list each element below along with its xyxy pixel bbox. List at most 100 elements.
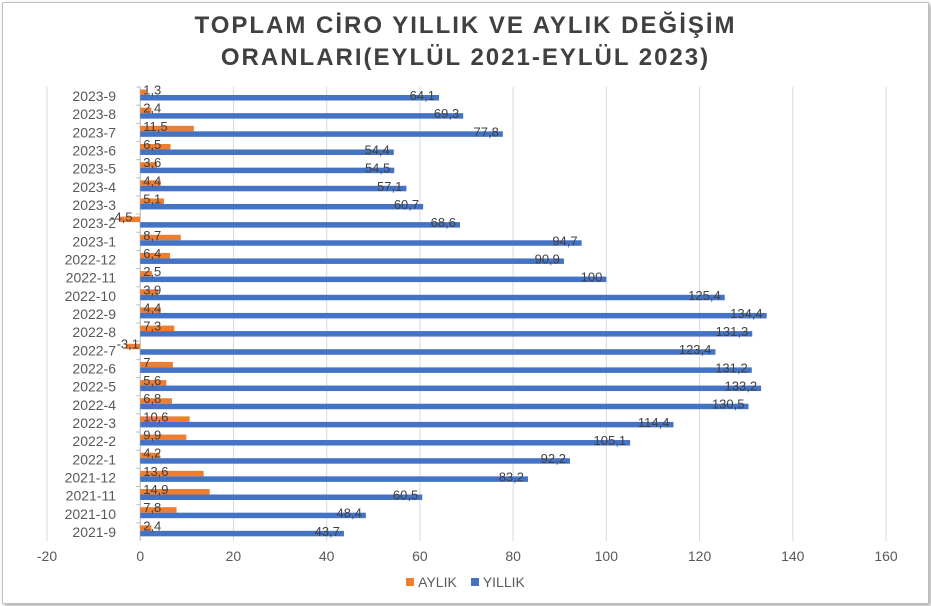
data-label-aylik: 2,4 xyxy=(143,518,161,533)
data-label-aylik: 3,9 xyxy=(143,282,161,297)
data-label-aylik: 6,8 xyxy=(143,391,161,406)
data-label-yillik: 114,4 xyxy=(638,415,670,430)
bar-yillik xyxy=(140,421,674,428)
bar-yillik xyxy=(140,222,460,228)
bar-aylik xyxy=(140,434,187,441)
data-label-aylik: 6,4 xyxy=(143,246,161,261)
data-label-aylik: 6,5 xyxy=(143,137,161,152)
axes: -20 0 20 40 60 80 100 120 140 160 2023-9 2023-8 2023… xyxy=(37,86,898,564)
data-label-yillik: 100 xyxy=(581,270,603,285)
bar-aylik xyxy=(140,416,190,422)
x-tick-label: 160 xyxy=(874,548,898,564)
bar-aylik xyxy=(140,325,175,332)
data-label-yillik: 48,4 xyxy=(337,506,362,521)
bar-aylik xyxy=(140,380,167,386)
bar-yillik xyxy=(140,367,752,373)
bar-yillik xyxy=(140,113,464,119)
y-tick-label: 2021-9 xyxy=(72,524,116,540)
data-label-aylik: 4,2 xyxy=(143,446,161,461)
data-label-yillik: 94,7 xyxy=(552,233,577,248)
x-tick-label: 120 xyxy=(688,548,712,564)
x-tick-label: 80 xyxy=(505,548,521,564)
data-label-yillik: 134,4 xyxy=(730,306,763,321)
y-tick-label: 2022-5 xyxy=(72,379,116,395)
bar-aylik xyxy=(140,252,171,259)
data-labels: 1,3 64,12,4 69,311,5 77,86,5 54,43,6 54,54,4 5… xyxy=(110,83,763,539)
y-tick-label: 2022-11 xyxy=(66,270,117,286)
bar-aylik xyxy=(140,198,164,204)
bar-aylik xyxy=(140,107,152,114)
data-label-aylik: 9,9 xyxy=(143,428,161,443)
x-tick-label: -20 xyxy=(37,548,57,564)
data-label-aylik: 7,8 xyxy=(143,500,161,515)
data-label-aylik: 7,3 xyxy=(143,319,161,334)
y-tick-label: 2023-3 xyxy=(72,197,116,213)
data-label-aylik: 3,6 xyxy=(143,155,161,170)
legend-item-yillik: YILLIK xyxy=(470,574,525,590)
legend-item-aylik: AYLIK xyxy=(406,574,457,590)
bar-yillik xyxy=(140,258,564,264)
bar-yillik xyxy=(140,494,423,501)
bar-aylik xyxy=(140,489,210,495)
y-tick-label: 2022-4 xyxy=(72,397,116,413)
data-label-yillik: 131,2 xyxy=(715,360,748,375)
y-tick-label: 2021-10 xyxy=(65,506,117,522)
data-label-aylik: 10,6 xyxy=(143,409,168,424)
legend-label-yillik: YILLIK xyxy=(482,574,525,590)
bar-aylik xyxy=(125,343,141,350)
bar-yillik xyxy=(140,131,503,137)
data-label-yillik: 60,5 xyxy=(393,488,418,503)
chart-title: TOPLAM CİRO YILLIK VE AYLIK DEĞİŞİM ORAN… xyxy=(0,10,931,74)
data-label-yillik: 54,5 xyxy=(365,161,390,176)
x-tick-label: 0 xyxy=(136,548,144,564)
bar-yillik xyxy=(140,349,716,355)
data-label-yillik: 60,7 xyxy=(394,197,419,212)
bar-aylik xyxy=(140,452,160,459)
data-label-yillik: 125,4 xyxy=(688,288,721,303)
legend-swatch-yillik xyxy=(470,578,479,586)
y-tick-label: 2022-7 xyxy=(72,342,116,358)
bar-yillik xyxy=(140,167,395,174)
data-label-aylik: -3,1 xyxy=(117,337,139,352)
data-label-aylik: 1,3 xyxy=(143,83,161,98)
y-tick-label: 2023-4 xyxy=(72,179,116,195)
legend: AYLIK YILLIK xyxy=(0,574,931,590)
data-label-aylik: 4,4 xyxy=(143,173,161,188)
bar-aylik xyxy=(140,507,177,513)
bars xyxy=(119,89,767,537)
bar-aylik xyxy=(140,234,181,241)
bar-yillik xyxy=(140,185,407,192)
bar-aylik xyxy=(140,180,161,186)
bar-aylik xyxy=(140,143,171,150)
y-tick-label: 2022-3 xyxy=(72,415,116,431)
bar-aylik xyxy=(140,89,147,95)
y-tick-label: 2022-6 xyxy=(72,360,116,376)
data-label-yillik: 133,2 xyxy=(725,379,758,394)
data-label-aylik: 13,6 xyxy=(143,464,168,479)
y-tick-label: 2023-9 xyxy=(72,88,116,104)
bar-yillik xyxy=(140,530,344,537)
data-label-aylik: -4,5 xyxy=(110,210,132,225)
data-label-yillik: 64,1 xyxy=(410,88,435,103)
data-label-aylik: 4,4 xyxy=(143,300,161,315)
data-label-yillik: 123,4 xyxy=(679,342,712,357)
data-label-aylik: 7 xyxy=(143,355,150,370)
data-label-aylik: 2,5 xyxy=(143,264,161,279)
y-tick-label: 2021-11 xyxy=(66,488,117,504)
data-label-aylik: 5,1 xyxy=(143,191,161,206)
x-tick-label: 60 xyxy=(412,548,428,564)
bar-yillik xyxy=(140,476,529,482)
x-tick-label: 40 xyxy=(319,548,335,564)
bar-yillik xyxy=(140,294,725,301)
data-label-yillik: 69,3 xyxy=(434,106,459,121)
bar-yillik xyxy=(140,331,753,337)
bar-aylik xyxy=(140,271,152,277)
y-tick-label: 2023-5 xyxy=(72,161,116,177)
data-label-aylik: 8,7 xyxy=(143,228,161,243)
bar-aylik xyxy=(140,361,173,368)
data-label-yillik: 77,8 xyxy=(474,124,499,139)
bar-yillik xyxy=(140,440,631,446)
bar-yillik xyxy=(140,95,439,101)
data-label-yillik: 92,2 xyxy=(541,451,566,466)
